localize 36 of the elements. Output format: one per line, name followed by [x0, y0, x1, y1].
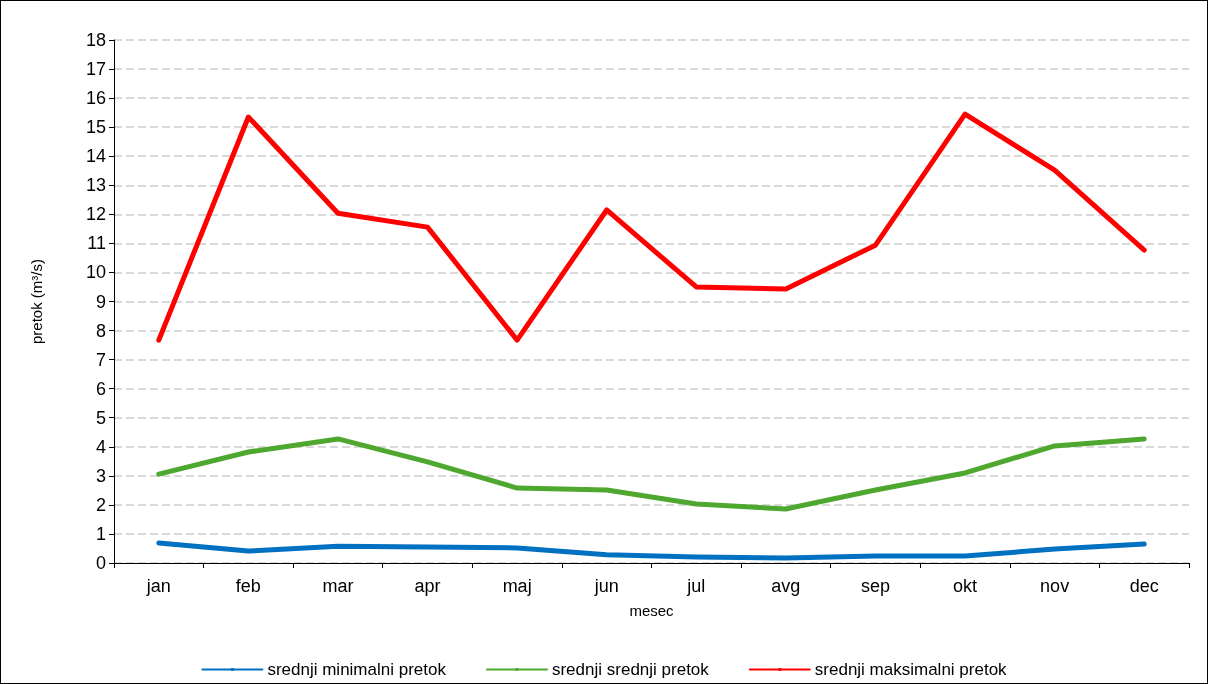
- x-tick-label: feb: [235, 576, 261, 596]
- y-tick-label: 2: [95, 494, 106, 515]
- x-tick-label: nov: [1040, 576, 1070, 596]
- y-tick-label: 9: [95, 291, 106, 312]
- y-tick-label: 5: [95, 407, 106, 428]
- y-tick-label: 14: [85, 146, 106, 167]
- y-tick-label: 10: [85, 262, 106, 283]
- x-tick-label: maj: [502, 576, 532, 596]
- x-tick-label: mar: [322, 576, 354, 596]
- y-tick-label: 17: [85, 59, 106, 80]
- y-tick-label: 3: [95, 465, 106, 486]
- y-tick-label: 6: [95, 378, 106, 399]
- x-axis-title: mesec: [629, 602, 675, 619]
- x-tick-label: avg: [771, 576, 801, 596]
- x-tick-label: okt: [953, 576, 978, 596]
- y-tick-label: 12: [85, 204, 106, 225]
- x-tick-label: sep: [860, 576, 890, 596]
- y-tick-label: 0: [95, 553, 106, 573]
- y-tick-label: 18: [85, 30, 106, 50]
- y-tick-label: 1: [95, 523, 106, 544]
- legend-label: srednji srednji pretok: [551, 660, 710, 679]
- y-tick-label: 8: [95, 320, 106, 341]
- y-tick-label: 11: [87, 233, 106, 254]
- y-tick-label: 4: [95, 436, 106, 457]
- x-tick-label: jul: [686, 576, 706, 596]
- y-tick-label: 15: [85, 117, 106, 138]
- x-tick-label: jun: [593, 576, 619, 596]
- legend-label: srednji minimalni pretok: [267, 660, 447, 679]
- y-tick-label: 7: [95, 349, 106, 370]
- x-tick-label: jan: [145, 576, 171, 596]
- y-tick-label: 16: [85, 88, 106, 109]
- x-tick-label: dec: [1129, 576, 1159, 596]
- legend-label: srednji maksimalni pretok: [814, 660, 1008, 679]
- y-tick-label: 13: [85, 175, 106, 196]
- x-tick-label: apr: [414, 576, 441, 596]
- y-axis-title: pretok (m³/s): [28, 258, 45, 345]
